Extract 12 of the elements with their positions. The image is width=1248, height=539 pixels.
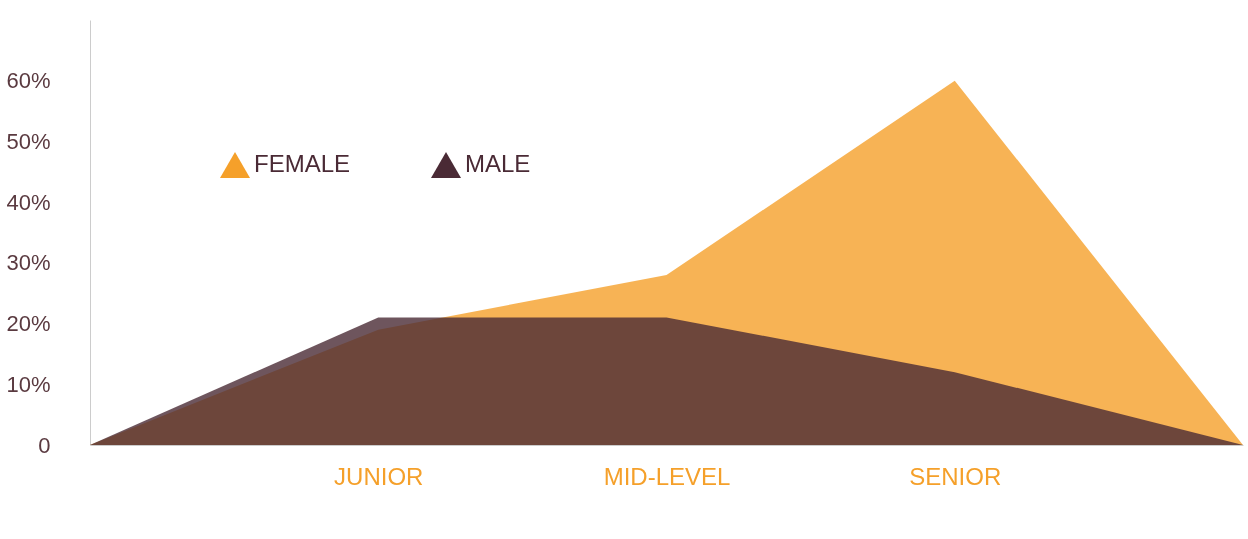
y-tick-label: 60% — [6, 68, 51, 94]
legend-label: MALE — [465, 150, 531, 177]
y-tick-label: 30% — [6, 250, 51, 276]
y-tick-label: 40% — [6, 189, 51, 215]
y-tick-label: 50% — [6, 128, 51, 154]
y-tick-label: 0 — [38, 432, 51, 458]
y-tick-label: 10% — [6, 371, 51, 397]
y-tick-label: 20% — [6, 311, 51, 337]
legend-label: FEMALE — [254, 150, 351, 177]
x-tick-label: MID-LEVEL — [603, 462, 731, 490]
x-tick-label: SENIOR — [909, 462, 1002, 490]
x-tick-label: JUNIOR — [334, 462, 424, 490]
